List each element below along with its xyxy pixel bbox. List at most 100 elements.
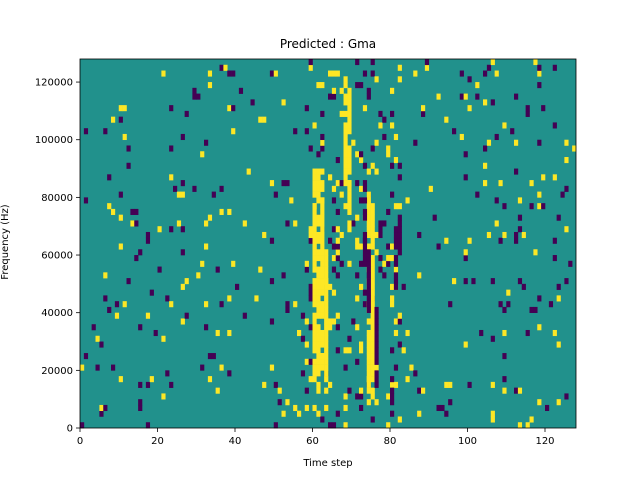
heatmap-cell-low — [397, 214, 402, 221]
heatmap-cell-high — [273, 70, 278, 77]
heatmap-cell-high — [324, 347, 329, 354]
heatmap-cell-high — [308, 231, 313, 239]
heatmap-cell-low — [378, 255, 383, 262]
heatmap-cell-high — [370, 255, 375, 262]
heatmap-cell-low — [374, 318, 379, 325]
heatmap-cell-high — [366, 341, 371, 348]
heatmap-cell-low — [355, 358, 360, 365]
heatmap-cell-high — [537, 203, 542, 210]
heatmap-cell-low — [328, 93, 333, 100]
heatmap-cell-high — [258, 266, 263, 273]
heatmap-cell-low — [211, 353, 216, 360]
y-tick-label: 0 — [67, 424, 73, 435]
heatmap-cell-high — [118, 214, 123, 221]
heatmap-cell-low — [335, 347, 340, 354]
heatmap-cell-high — [204, 220, 209, 227]
heatmap-cell-low — [467, 76, 472, 83]
heatmap-cell-high — [521, 231, 526, 239]
heatmap-cell-high — [316, 387, 321, 394]
heatmap-cell-high — [556, 295, 561, 302]
heatmap-cell-high — [444, 381, 449, 388]
heatmap-cell-high — [347, 347, 352, 354]
heatmap-cell-high — [331, 318, 337, 325]
y-axis: 0 20000 40000 60000 80000 100000 120000 — [35, 78, 80, 435]
heatmap-cell-low — [107, 306, 112, 313]
heatmap-cell-high — [370, 162, 375, 169]
heatmap-cell-low — [370, 145, 375, 152]
heatmap-cell-high — [219, 208, 224, 215]
heatmap-cell-high — [204, 301, 209, 308]
heatmap-cell-high — [351, 139, 356, 146]
heatmap-cell-low — [390, 399, 395, 406]
heatmap-cell-low — [192, 87, 197, 94]
heatmap-cell-high — [370, 393, 375, 400]
heatmap-cell-low — [397, 220, 402, 227]
heatmap-cell-high — [316, 266, 321, 273]
heatmap-cell-low — [300, 335, 306, 342]
y-tick-label: 120000 — [35, 78, 73, 89]
heatmap-cell-low — [308, 237, 313, 244]
heatmap-cell-high — [370, 301, 375, 308]
heatmap-cell-high — [293, 301, 298, 308]
heatmap-cell-high — [320, 82, 325, 89]
heatmap-cell-low — [165, 295, 170, 302]
heatmap-cell-high — [316, 410, 321, 417]
heatmap-cell-high — [215, 329, 220, 337]
heatmap-cell-high — [374, 139, 379, 146]
heatmap-cell-high — [324, 283, 329, 290]
heatmap-cell-low — [138, 404, 143, 412]
heatmap-cell-low — [145, 422, 151, 429]
heatmap-cell-high — [320, 272, 325, 279]
heatmap-cell-high — [320, 197, 325, 204]
heatmap-cell-high — [316, 278, 321, 285]
heatmap-cell-low — [514, 231, 519, 239]
heatmap-cell-low — [390, 387, 395, 394]
heatmap-cell-high — [200, 151, 205, 158]
heatmap-cell-high — [393, 203, 399, 210]
heatmap-cell-low — [502, 203, 507, 210]
heatmap-cell-low — [545, 404, 550, 412]
heatmap-cell-low — [207, 353, 213, 360]
heatmap-cell-high — [370, 312, 375, 319]
heatmap-cell-high — [324, 358, 329, 365]
heatmap-cell-low — [359, 82, 364, 89]
heatmap-cell-high — [312, 283, 317, 290]
heatmap-cell-high — [312, 404, 317, 412]
heatmap-cell-high — [130, 220, 135, 227]
heatmap-cell-low — [498, 301, 503, 308]
heatmap-cell-high — [312, 237, 317, 244]
heatmap-cell-low — [331, 197, 337, 204]
heatmap-cell-low — [126, 145, 131, 152]
heatmap-cell-high — [541, 174, 546, 181]
heatmap-cell-high — [169, 301, 174, 308]
heatmap-cell-low — [320, 110, 325, 117]
heatmap-cell-low — [134, 220, 139, 227]
heatmap-cell-low — [556, 214, 561, 221]
heatmap-cell-high — [308, 376, 313, 383]
heatmap-cell-high — [366, 208, 371, 215]
heatmap-cell-high — [359, 387, 364, 394]
heatmap-cell-low — [328, 422, 333, 429]
heatmap-cell-low — [366, 283, 371, 290]
heatmap-cell-high — [316, 214, 321, 221]
heatmap-cell-low — [130, 208, 135, 215]
heatmap-cell-high — [366, 214, 371, 221]
heatmap-cell-high — [343, 139, 348, 146]
heatmap-cell-high — [347, 220, 352, 227]
heatmap-cell-high — [207, 82, 213, 89]
heatmap-cell-high — [324, 289, 329, 296]
heatmap-cell-low — [165, 370, 170, 377]
heatmap-cell-high — [370, 376, 375, 383]
heatmap-cell-high — [490, 416, 495, 423]
heatmap-cell-high — [312, 226, 317, 233]
heatmap-cell-high — [556, 341, 561, 348]
heatmap-cell-high — [347, 110, 352, 117]
heatmap-cell-high — [312, 174, 317, 181]
heatmap-cell-high — [370, 237, 375, 244]
heatmap-cell-low — [374, 347, 379, 354]
heatmap-cell-low — [184, 110, 189, 117]
heatmap-cell-high — [343, 145, 348, 152]
heatmap-cell-high — [328, 381, 333, 388]
heatmap-cell-low — [351, 318, 356, 325]
heatmap-cell-high — [393, 266, 399, 273]
